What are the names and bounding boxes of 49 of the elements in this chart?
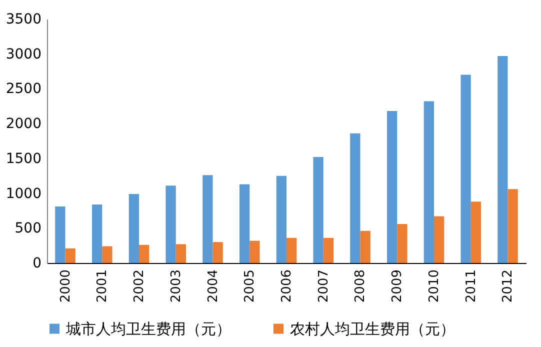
x-tick-label: 2000 — [58, 270, 74, 303]
x-tick-label: 2004 — [206, 270, 221, 303]
y-tick-label: 3500 — [6, 12, 42, 28]
bar — [434, 216, 444, 263]
bar — [360, 230, 370, 263]
bar — [397, 224, 408, 263]
bar — [176, 244, 186, 263]
bar — [65, 248, 76, 263]
bar — [276, 176, 286, 263]
x-tick-label: 2006 — [280, 270, 294, 303]
bar — [286, 238, 297, 263]
y-tick-label: 1000 — [6, 186, 42, 202]
bar — [102, 246, 112, 263]
bar — [166, 186, 176, 263]
bar — [212, 242, 223, 263]
x-tick-label: 2003 — [168, 270, 184, 303]
bar — [313, 157, 324, 263]
x-tick-label: 2011 — [464, 270, 479, 303]
bar — [470, 202, 482, 263]
bar — [323, 238, 334, 263]
y-tick-label: 2000 — [6, 116, 42, 132]
y-tick-label: 0 — [32, 256, 42, 272]
legend-label: 城市人均卫生费用（元） — [65, 320, 231, 338]
bar — [424, 101, 434, 263]
x-tick-label: 2010 — [427, 270, 442, 303]
y-tick-label: 500 — [14, 220, 42, 237]
y-tick-label: 3000 — [6, 46, 42, 62]
y-tick-label: 2500 — [6, 81, 42, 98]
bar — [239, 184, 250, 263]
bar — [128, 194, 139, 263]
bar — [92, 204, 102, 263]
bar — [139, 244, 150, 263]
x-tick-label: 2002 — [132, 270, 147, 303]
x-tick-label: 2008 — [353, 270, 368, 303]
bar — [202, 175, 213, 263]
bar — [460, 74, 471, 263]
bar — [55, 206, 66, 263]
bar — [498, 56, 508, 263]
x-tick-label: 2007 — [316, 270, 332, 303]
y-tick-label: 1500 — [6, 150, 42, 167]
x-tick-label: 2005 — [242, 270, 258, 303]
bar — [350, 133, 360, 263]
x-tick-label: 2012 — [500, 270, 516, 303]
bar — [250, 240, 260, 263]
x-tick-label: 2009 — [390, 270, 406, 303]
bar — [508, 189, 518, 263]
bar — [386, 111, 398, 263]
x-tick-label: 2001 — [95, 270, 110, 303]
legend-label: 农村人均卫生费用（元） — [290, 320, 455, 338]
